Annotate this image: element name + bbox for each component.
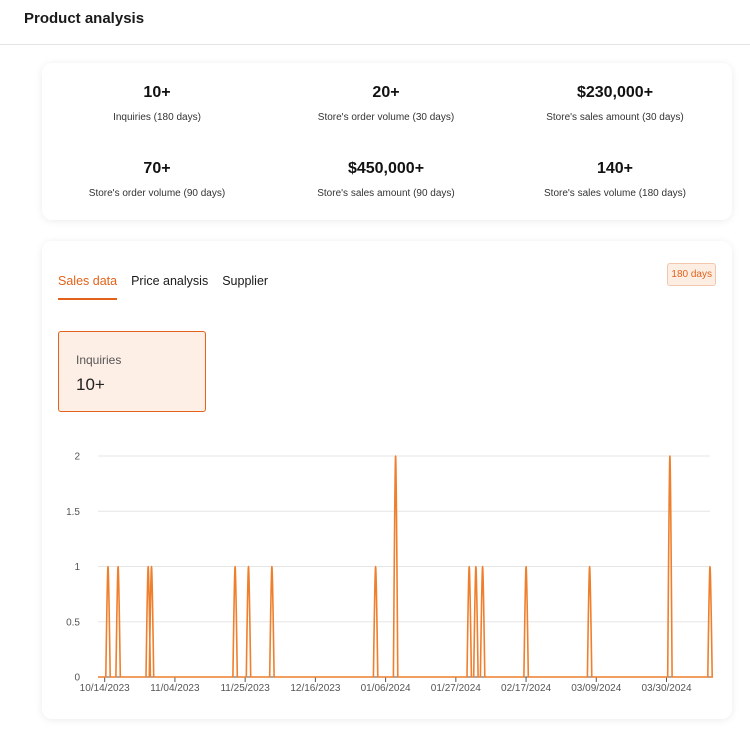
chart-card: Sales data Price analysis Supplier 180 day… <box>42 241 732 719</box>
stat-sales-volume-180: 140+ Store's sales volume (180 days) <box>500 160 730 199</box>
stat-label: Store's order volume (90 days) <box>88 188 226 199</box>
data-point[interactable] <box>467 565 471 569</box>
y-axis-ticks: 0 0.5 1 1.5 2 <box>66 452 80 684</box>
stat-value: 10+ <box>143 84 171 101</box>
tab-price-analysis[interactable]: Price analysis <box>131 274 209 288</box>
data-point[interactable] <box>270 565 274 569</box>
stat-label: Store's sales amount (90 days) <box>317 188 455 199</box>
page-header: Product analysis <box>0 0 750 45</box>
series-line <box>98 455 714 678</box>
data-point[interactable] <box>588 565 592 569</box>
tab-supplier[interactable]: Supplier <box>222 274 269 288</box>
y-tick-label: 2 <box>74 452 80 463</box>
data-point[interactable] <box>481 565 485 569</box>
x-tick-label: 12/16/2023 <box>290 683 340 694</box>
data-point[interactable] <box>246 565 250 569</box>
stat-inquiries-180: 10+ Inquiries (180 days) <box>42 84 272 123</box>
stat-value: $230,000+ <box>576 84 654 101</box>
x-tick-label: 02/17/2024 <box>501 683 551 694</box>
data-point[interactable] <box>150 565 154 569</box>
data-point[interactable] <box>668 454 672 458</box>
x-tick-label: 03/09/2024 <box>571 683 621 694</box>
data-point[interactable] <box>106 565 110 569</box>
page-title: Product analysis <box>24 10 145 27</box>
data-point[interactable] <box>116 565 120 569</box>
x-tick-label: 03/30/2024 <box>641 683 691 694</box>
stat-label: Store's sales amount (30 days) <box>546 112 684 123</box>
chart-gridlines <box>98 455 710 623</box>
data-point[interactable] <box>374 565 378 569</box>
stat-sales-amount-30: $230,000+ Store's sales amount (30 days) <box>500 84 730 123</box>
x-axis-ticks: 10/14/2023 11/04/2023 11/25/2023 12/16/2023… <box>80 677 692 694</box>
tab-bar: Sales data Price analysis Supplier <box>58 272 282 300</box>
stat-label: Inquiries (180 days) <box>113 112 201 123</box>
stat-value: $450,000+ <box>347 160 425 177</box>
x-tick-label: 01/06/2024 <box>361 683 411 694</box>
x-tick-label: 11/25/2023 <box>220 683 270 694</box>
stat-value: 20+ <box>372 84 400 101</box>
y-tick-label: 1 <box>74 562 80 573</box>
stat-value: 140+ <box>596 160 634 177</box>
data-point[interactable] <box>474 565 478 569</box>
stat-order-volume-90: 70+ Store's order volume (90 days) <box>42 160 272 199</box>
x-tick-label: 10/14/2023 <box>80 683 130 694</box>
stat-sales-amount-90: $450,000+ Store's sales amount (90 days) <box>271 160 501 199</box>
metric-card-inquiries[interactable]: Inquiries 10+ <box>58 331 206 412</box>
stat-label: Store's order volume (30 days) <box>317 112 455 123</box>
tab-sales-data[interactable]: Sales data <box>58 274 118 300</box>
stat-order-volume-30: 20+ Store's order volume (30 days) <box>271 84 501 123</box>
data-point[interactable] <box>708 565 712 569</box>
stats-card: 10+ Inquiries (180 days) 20+ Store's ord… <box>42 63 732 220</box>
data-point[interactable] <box>524 565 528 569</box>
time-range-button[interactable]: 180 days <box>667 263 716 286</box>
x-tick-label: 11/04/2023 <box>150 683 200 694</box>
data-point[interactable] <box>394 454 398 458</box>
stat-value: 70+ <box>143 160 171 177</box>
metric-label: Inquiries <box>76 353 122 367</box>
data-point[interactable] <box>233 565 237 569</box>
metric-value: 10+ <box>76 375 105 394</box>
y-tick-label: 1.5 <box>66 507 80 518</box>
inquiries-line-chart: 0 0.5 1 1.5 2 10/14/2023 11/04/2023 11/25/2023… <box>66 452 714 694</box>
y-tick-label: 0 <box>74 673 80 684</box>
x-tick-label: 01/27/2024 <box>431 683 481 694</box>
stat-label: Store's sales volume (180 days) <box>544 188 686 199</box>
y-tick-label: 0.5 <box>66 617 80 628</box>
